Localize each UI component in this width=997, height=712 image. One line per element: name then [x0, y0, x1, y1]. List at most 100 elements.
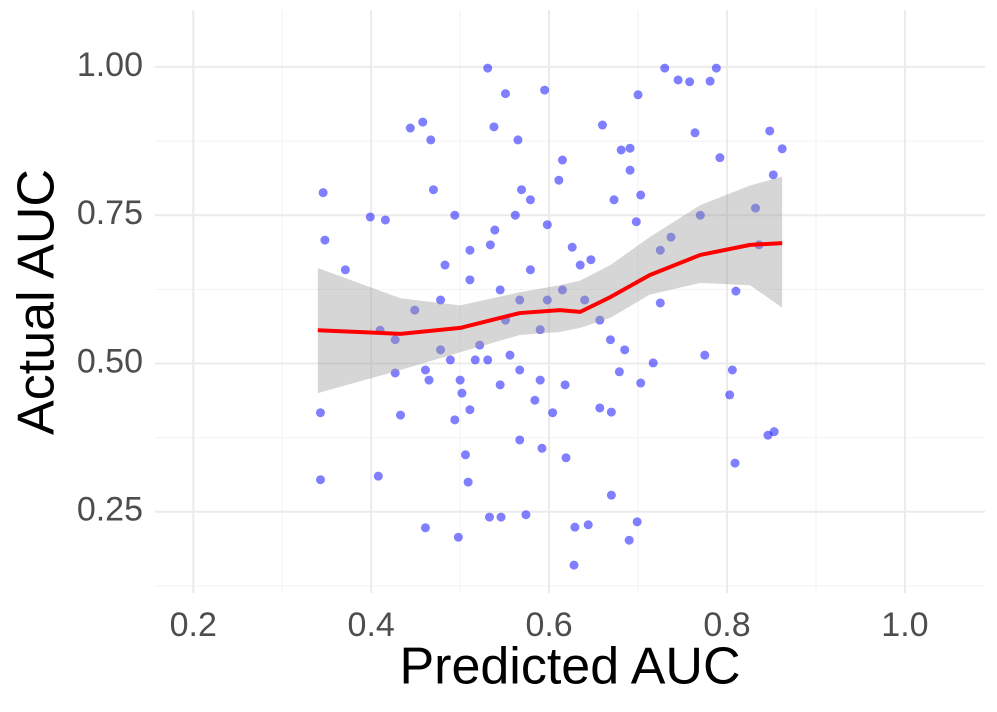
point [318, 188, 328, 198]
point [705, 76, 715, 86]
point [463, 477, 473, 487]
point [777, 144, 787, 154]
point [405, 123, 415, 133]
point [625, 143, 635, 153]
point [440, 260, 450, 270]
point [730, 458, 740, 468]
point [505, 350, 515, 360]
point [525, 195, 535, 205]
point [426, 135, 436, 145]
point [620, 345, 630, 355]
point [436, 345, 446, 355]
x-tick-label: 0.6 [525, 606, 572, 644]
point [636, 190, 646, 200]
point [583, 520, 593, 530]
point [560, 380, 570, 390]
point [455, 375, 465, 385]
point [530, 395, 540, 405]
point [625, 165, 635, 175]
point [715, 153, 725, 163]
point [521, 510, 531, 520]
point [315, 475, 325, 485]
point [606, 407, 616, 417]
point [666, 232, 676, 242]
point [633, 90, 643, 100]
point [648, 358, 658, 368]
point [380, 215, 390, 225]
point [570, 522, 580, 532]
point [595, 403, 605, 413]
point [453, 532, 463, 542]
point [673, 75, 683, 85]
point [465, 245, 475, 255]
point [655, 245, 665, 255]
point [660, 63, 670, 73]
point [315, 408, 325, 418]
point [535, 325, 545, 335]
point [769, 427, 779, 437]
point [515, 435, 525, 445]
point [731, 286, 741, 296]
point [636, 378, 646, 388]
point [605, 335, 615, 345]
point [542, 295, 552, 305]
point [495, 380, 505, 390]
point [548, 408, 558, 418]
point [561, 453, 571, 463]
point [513, 135, 523, 145]
point [365, 212, 375, 222]
point [631, 217, 641, 227]
point [475, 340, 485, 350]
x-tick-label: 0.4 [348, 606, 395, 644]
point [768, 170, 778, 180]
point [501, 89, 511, 99]
point [557, 285, 567, 295]
point [450, 210, 460, 220]
point [484, 512, 494, 522]
point [569, 560, 579, 570]
point [580, 295, 590, 305]
point [420, 365, 430, 375]
point [465, 405, 475, 415]
point [567, 242, 577, 252]
point [554, 175, 564, 185]
point [515, 365, 525, 375]
point [711, 63, 721, 73]
point [750, 203, 760, 213]
point [320, 235, 330, 245]
x-axis-title: Predicted AUC [399, 638, 740, 696]
confidence-band [317, 176, 783, 394]
y-tick-label: 0.25 [77, 491, 143, 529]
x-tick-label: 0.8 [703, 606, 750, 644]
point [557, 155, 567, 165]
point [489, 122, 499, 132]
point [483, 355, 493, 365]
point [510, 210, 520, 220]
point [418, 117, 428, 127]
point [420, 523, 430, 533]
point [695, 210, 705, 220]
point [457, 388, 467, 398]
point [495, 285, 505, 295]
point [424, 375, 434, 385]
x-tick-label: 0.2 [170, 606, 217, 644]
y-tick-label: 0.50 [77, 342, 143, 380]
point [410, 305, 420, 315]
point [586, 255, 596, 265]
point [485, 240, 495, 250]
y-tick-label: 1.00 [77, 46, 143, 84]
point [542, 220, 552, 230]
point [373, 471, 383, 481]
point [483, 63, 493, 73]
point [655, 298, 665, 308]
point [609, 195, 619, 205]
point [606, 490, 616, 500]
point [490, 225, 500, 235]
smooth-line [317, 241, 783, 336]
point [496, 512, 506, 522]
point [575, 260, 585, 270]
point [390, 335, 400, 345]
point [445, 355, 455, 365]
point [515, 295, 525, 305]
point [428, 185, 438, 195]
